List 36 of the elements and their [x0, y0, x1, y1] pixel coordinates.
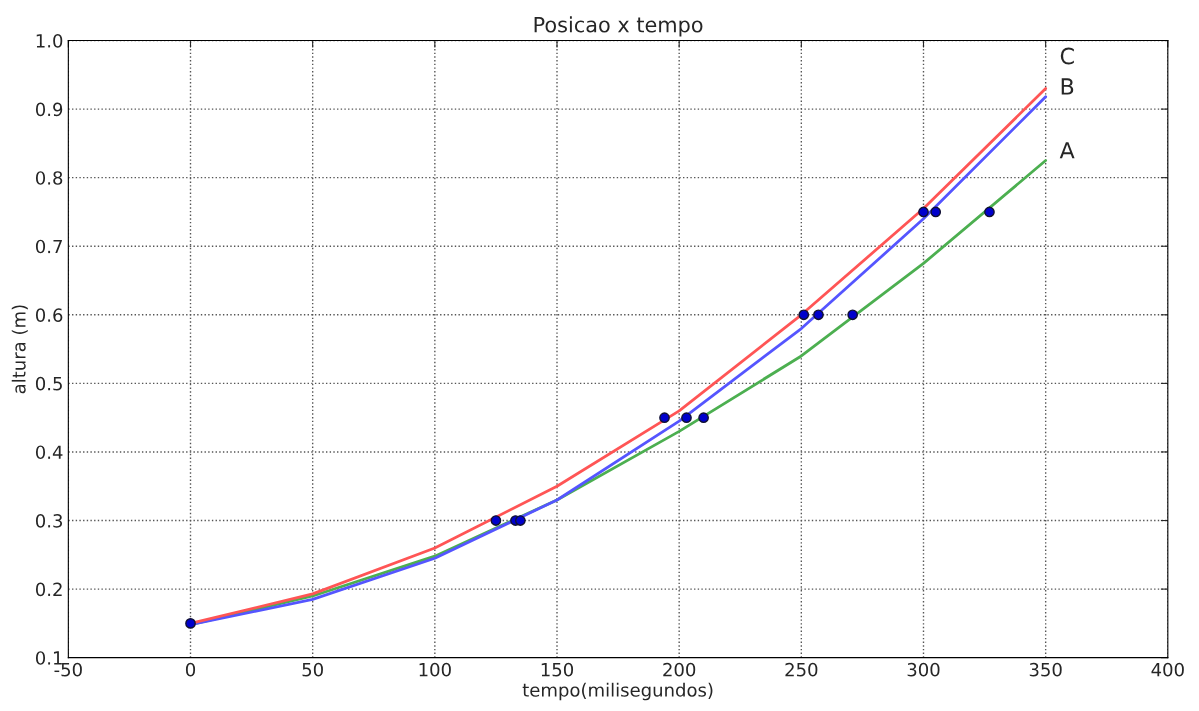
- x-tick-label: 150: [541, 662, 574, 677]
- x-tick-label: 0: [185, 662, 196, 677]
- y-tick-label: 0.4: [35, 445, 63, 460]
- point: [490, 515, 502, 526]
- x-tick-label: 250: [785, 662, 818, 677]
- point: [798, 309, 810, 321]
- y-tick-label: 1.0: [36, 33, 63, 48]
- y-tick-label: 0.8: [35, 171, 63, 185]
- series-label: B: [1061, 78, 1074, 95]
- y-tick-label: 0.6: [35, 308, 63, 322]
- point: [659, 412, 670, 424]
- point: [930, 206, 942, 218]
- x-tick-label: 200: [663, 662, 696, 677]
- point: [681, 412, 692, 424]
- x-axis-title: tempo(milisegundos): [522, 682, 713, 701]
- series-label: C: [1060, 47, 1074, 65]
- point: [698, 412, 709, 424]
- point: [918, 206, 929, 218]
- x-tick-label: 400: [1151, 662, 1184, 677]
- y-tick-label: 0.9: [35, 102, 63, 117]
- chart-title: Posicao x tempo: [534, 16, 703, 37]
- y-axis-title: altura (m): [11, 305, 28, 394]
- point: [847, 309, 858, 321]
- x-tick-label: 100: [419, 662, 451, 677]
- point: [813, 309, 824, 321]
- y-tick-label: 0.7: [35, 239, 62, 254]
- point: [984, 206, 995, 218]
- y-tick-label: 0.5: [35, 376, 62, 391]
- point: [514, 515, 526, 526]
- y-tick-label: 0.2: [35, 582, 62, 597]
- x-tick-label: 300: [907, 662, 940, 677]
- point: [185, 618, 196, 629]
- x-tick-label: 50: [302, 662, 323, 677]
- x-tick-label: 350: [1029, 662, 1062, 677]
- series-label: A: [1059, 142, 1075, 159]
- y-tick-label: 0.3: [35, 513, 63, 528]
